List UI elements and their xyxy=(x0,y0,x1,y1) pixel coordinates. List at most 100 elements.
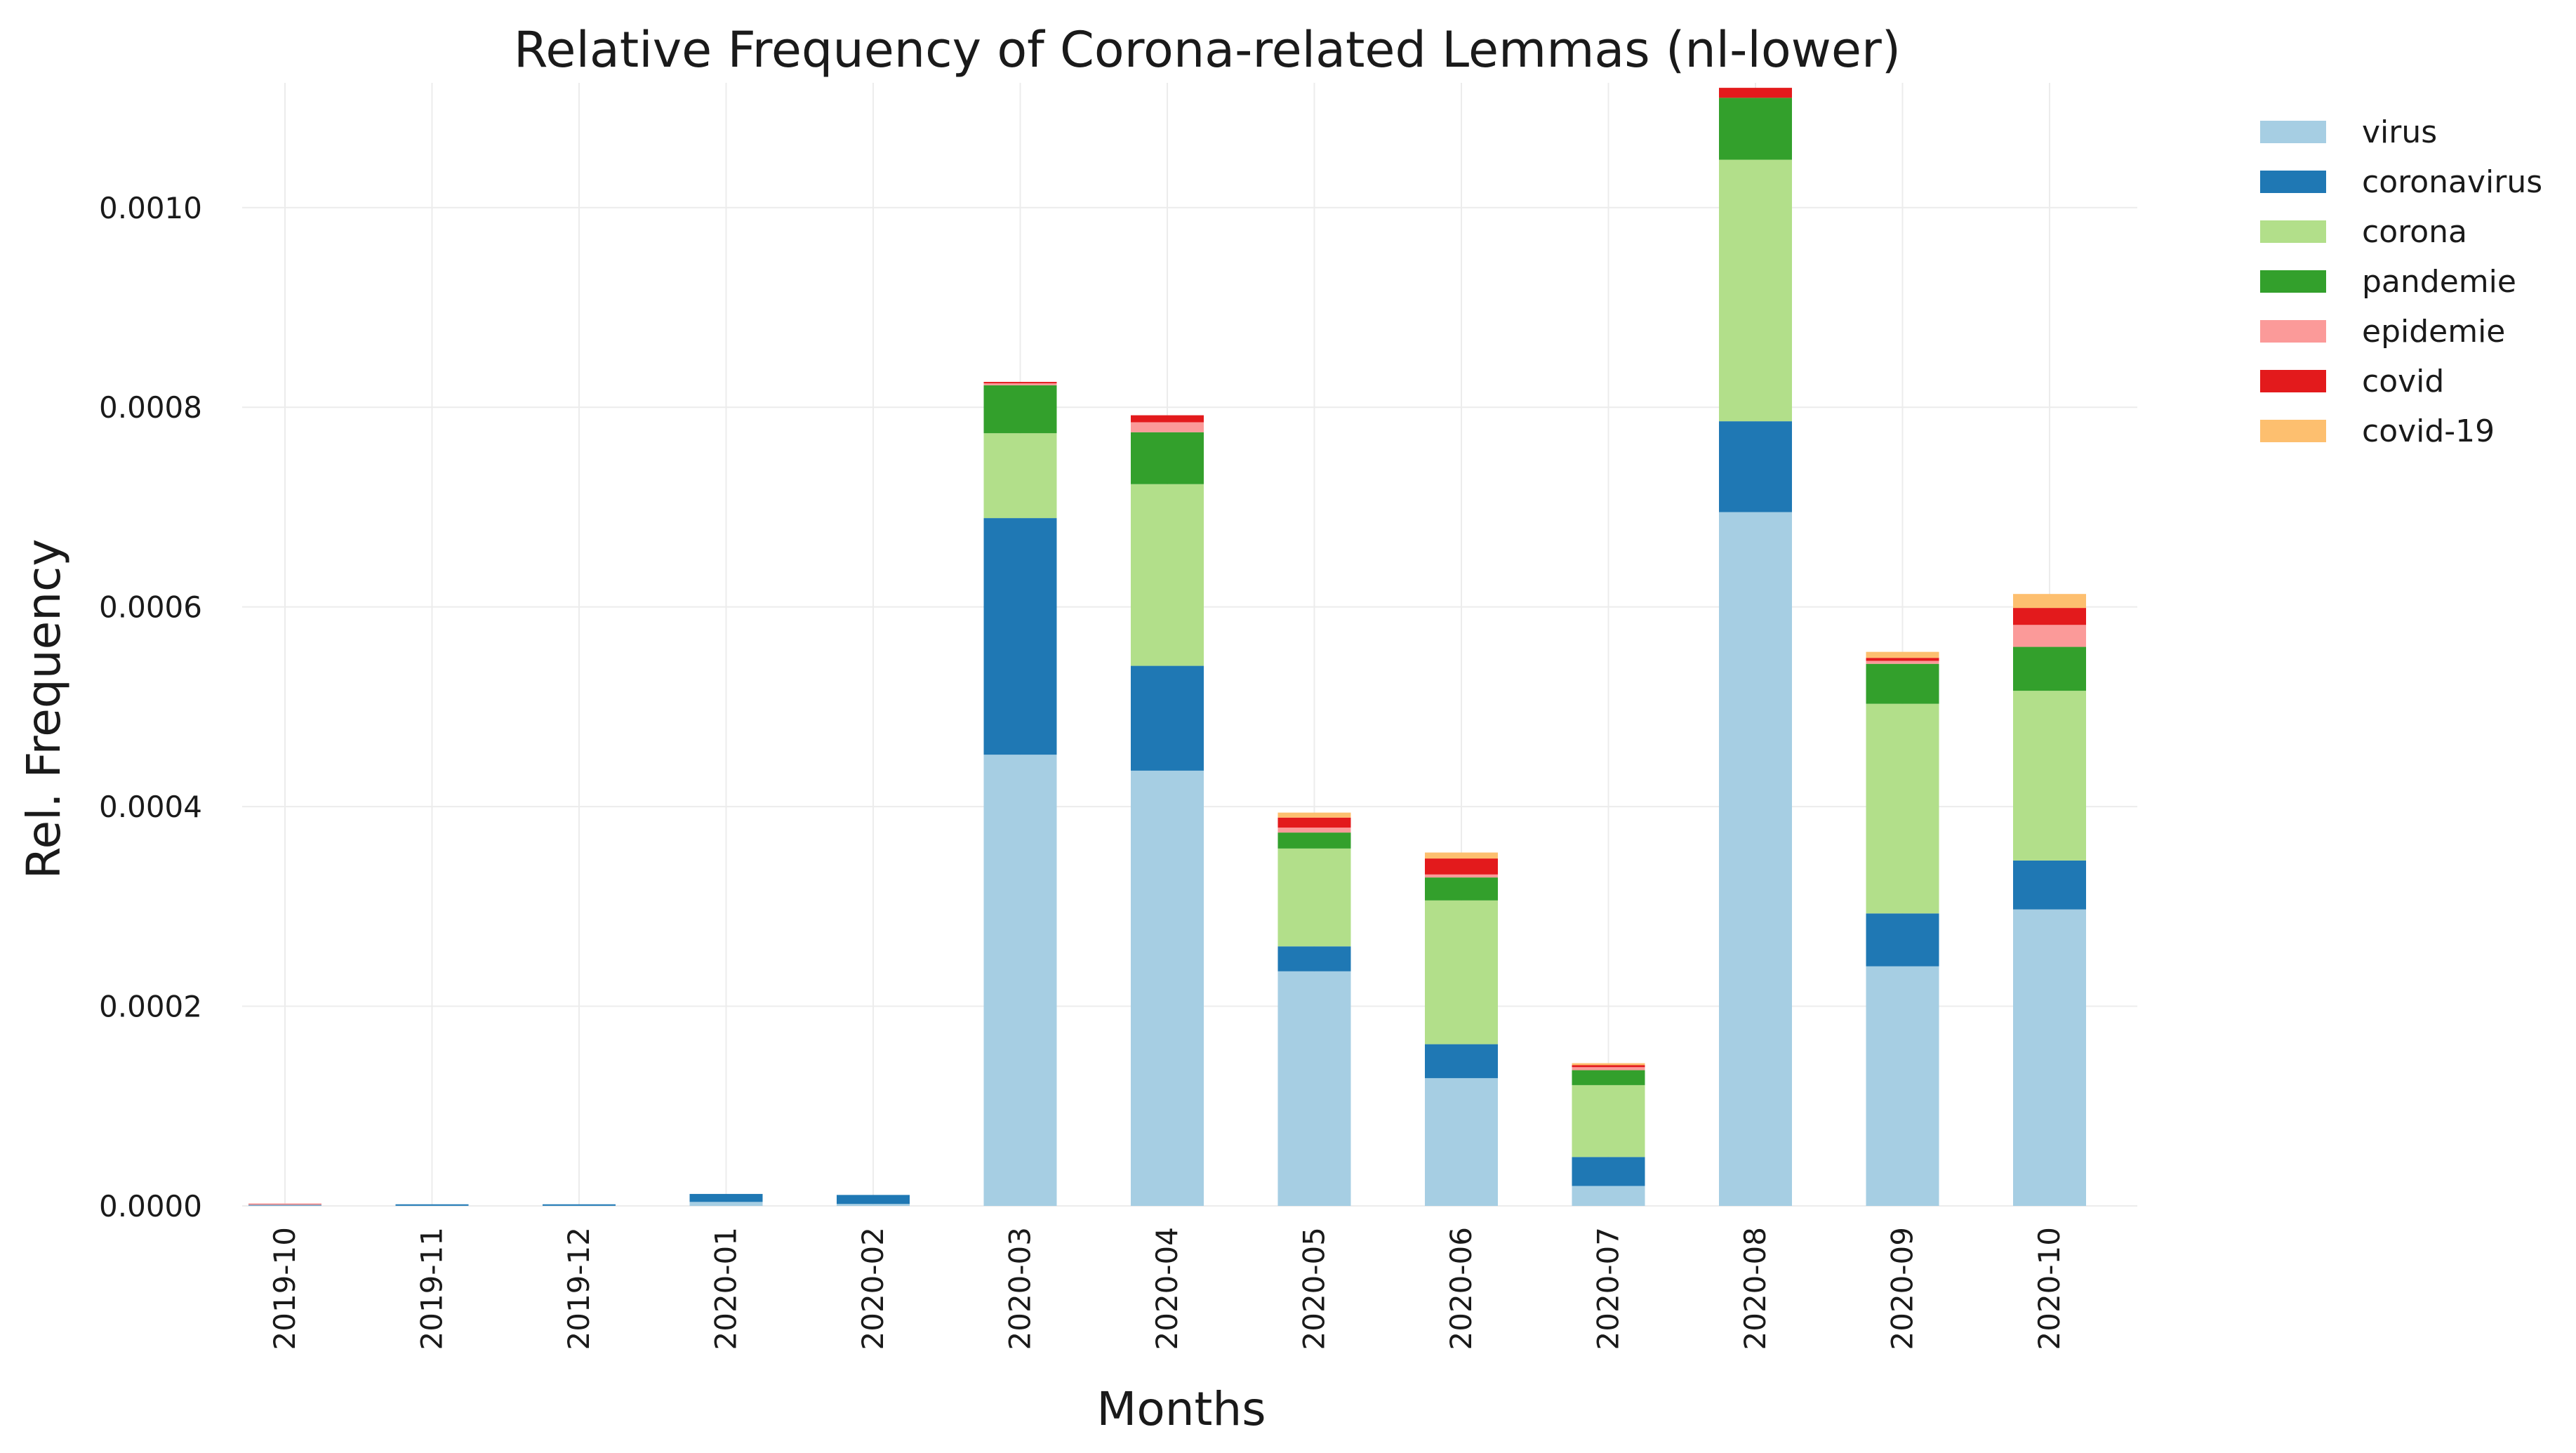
bar-epidemie-2020-05 xyxy=(1277,827,1351,833)
bar-corona-2020-04 xyxy=(1131,484,1204,666)
x-axis-label: Months xyxy=(1096,1382,1266,1436)
y-tick-label: 0.0000 xyxy=(99,1189,202,1223)
bar-corona-2020-06 xyxy=(1425,900,1498,1044)
bars xyxy=(248,88,2086,1206)
bar-epidemie-2020-03 xyxy=(983,383,1057,385)
bar-virus-2020-01 xyxy=(689,1202,763,1206)
bar-stack-2020-07 xyxy=(1572,1063,1645,1206)
x-tick-label: 2019-10 xyxy=(267,1227,302,1351)
x-tick-label: 2019-11 xyxy=(415,1227,449,1351)
bar-covid-19-2020-07 xyxy=(1572,1063,1645,1066)
legend-label-epidemie: epidemie xyxy=(2362,314,2505,350)
bar-covid-2020-09 xyxy=(1866,658,1939,661)
bar-coronavirus-2020-01 xyxy=(689,1193,763,1202)
x-tick-label: 2019-12 xyxy=(562,1227,596,1351)
bar-corona-2020-05 xyxy=(1277,848,1351,947)
bar-coronavirus-2020-09 xyxy=(1866,913,1939,967)
bar-covid-2020-06 xyxy=(1425,858,1498,875)
legend-swatch-covid-19 xyxy=(2260,420,2326,442)
y-tick-label: 0.0006 xyxy=(99,590,202,625)
bar-stack-2020-02 xyxy=(837,1195,910,1206)
legend-label-coronavirus: coronavirus xyxy=(2362,164,2542,200)
bar-pandemie-2020-04 xyxy=(1131,432,1204,484)
legend-label-virus: virus xyxy=(2362,114,2437,150)
bar-epidemie-2020-06 xyxy=(1425,874,1498,878)
bar-covid-2020-07 xyxy=(1572,1065,1645,1068)
bar-corona-2020-08 xyxy=(1719,159,1792,422)
y-tick-label: 0.0008 xyxy=(99,390,202,425)
x-tick-label: 2020-03 xyxy=(1003,1227,1037,1351)
legend-label-covid: covid xyxy=(2362,364,2444,399)
legend-label-covid-19: covid-19 xyxy=(2362,413,2495,449)
bar-virus-2020-08 xyxy=(1719,512,1792,1206)
bar-stack-2020-08 xyxy=(1719,88,1792,1206)
bar-coronavirus-2019-11 xyxy=(395,1204,469,1206)
bar-epidemie-2020-10 xyxy=(2013,625,2086,647)
bar-stack-2020-10 xyxy=(2013,594,2086,1206)
x-tick-label: 2020-05 xyxy=(1297,1227,1332,1351)
bar-stack-2020-05 xyxy=(1277,812,1351,1206)
bar-covid-19-2020-09 xyxy=(1866,651,1939,658)
bar-coronavirus-2019-12 xyxy=(543,1204,616,1206)
bar-corona-2020-03 xyxy=(983,433,1057,519)
bar-covid-19-2020-05 xyxy=(1277,812,1351,818)
y-axis-ticks: 0.0000 0.0002 0.0004 0.0006 0.0008 0.0010 xyxy=(99,191,202,1223)
legend-swatch-epidemie xyxy=(2260,320,2326,343)
legend: virus coronavirus corona pandemie epidemie co… xyxy=(2260,114,2542,449)
bar-covid-2020-08 xyxy=(1719,88,1792,98)
x-tick-label: 2020-06 xyxy=(1444,1227,1478,1351)
y-tick-label: 0.0002 xyxy=(99,990,202,1024)
bar-covid-2020-05 xyxy=(1277,817,1351,828)
bar-coronavirus-2020-08 xyxy=(1719,421,1792,512)
y-axis-label: Rel. Frequency xyxy=(17,539,71,880)
bar-stack-2020-09 xyxy=(1866,651,1939,1206)
bar-coronavirus-2020-10 xyxy=(2013,860,2086,910)
x-axis-ticks: 2019-10 2019-11 2019-12 2020-01 2020-02 2020-… xyxy=(267,1227,2066,1351)
bar-virus-2020-09 xyxy=(1866,966,1939,1206)
bar-pandemie-2020-10 xyxy=(2013,646,2086,691)
x-tick-label: 2020-08 xyxy=(1738,1227,1772,1351)
bar-pandemie-2020-05 xyxy=(1277,832,1351,849)
legend-swatch-coronavirus xyxy=(2260,171,2326,193)
bar-coronavirus-2020-03 xyxy=(983,518,1057,755)
bar-virus-2020-02 xyxy=(837,1204,910,1206)
bar-virus-2020-07 xyxy=(1572,1186,1645,1206)
bar-covid-19-2020-10 xyxy=(2013,594,2086,609)
bar-coronavirus-2020-04 xyxy=(1131,665,1204,771)
bar-stack-2019-10 xyxy=(248,1203,321,1206)
legend-swatch-covid xyxy=(2260,370,2326,392)
bar-virus-2020-06 xyxy=(1425,1077,1498,1206)
bar-stack-2020-01 xyxy=(689,1193,763,1206)
bar-pandemie-2020-09 xyxy=(1866,663,1939,704)
bar-coronavirus-2020-02 xyxy=(837,1195,910,1205)
x-tick-label: 2020-10 xyxy=(2032,1227,2066,1351)
y-tick-label: 0.0004 xyxy=(99,790,202,824)
bar-virus-2020-05 xyxy=(1277,971,1351,1206)
legend-label-corona: corona xyxy=(2362,214,2467,250)
bar-corona-2020-07 xyxy=(1572,1084,1645,1157)
bar-virus-2020-03 xyxy=(983,755,1057,1206)
legend-swatch-corona xyxy=(2260,220,2326,243)
bar-stack-2020-04 xyxy=(1131,415,1204,1206)
bar-covid-2020-04 xyxy=(1131,415,1204,423)
x-tick-label: 2020-02 xyxy=(856,1227,890,1351)
legend-swatch-pandemie xyxy=(2260,270,2326,293)
bar-stack-2020-06 xyxy=(1425,852,1498,1206)
bar-stack-2019-11 xyxy=(395,1204,469,1206)
x-tick-label: 2020-01 xyxy=(709,1227,743,1351)
bar-coronavirus-2020-06 xyxy=(1425,1044,1498,1078)
bar-virus-2020-04 xyxy=(1131,770,1204,1206)
legend-swatch-virus xyxy=(2260,121,2326,143)
legend-label-pandemie: pandemie xyxy=(2362,264,2516,300)
bar-epidemie-2019-10 xyxy=(248,1203,321,1205)
x-tick-label: 2020-04 xyxy=(1150,1227,1184,1351)
bar-pandemie-2020-07 xyxy=(1572,1070,1645,1085)
bar-covid-2020-10 xyxy=(2013,608,2086,625)
bar-virus-2020-10 xyxy=(2013,909,2086,1206)
bar-epidemie-2020-07 xyxy=(1572,1067,1645,1070)
bar-epidemie-2020-09 xyxy=(1866,661,1939,664)
bar-pandemie-2020-06 xyxy=(1425,877,1498,901)
x-tick-label: 2020-09 xyxy=(1885,1227,1920,1351)
